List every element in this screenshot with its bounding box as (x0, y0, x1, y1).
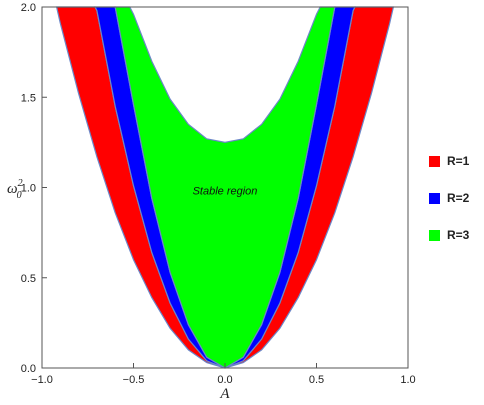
y-axis-label-base: ω (7, 181, 18, 197)
y-tick-label: 0.5 (21, 273, 36, 285)
stable-region-annotation: Stable region (193, 186, 258, 198)
legend-label-r1: R=1 (447, 154, 470, 168)
legend: R=1 R=2 R=3 (429, 152, 469, 263)
x-tick-label: 0.5 (309, 374, 324, 386)
y-axis-label-sup: 2 (18, 178, 23, 189)
y-tick-label: 2.0 (21, 2, 36, 14)
legend-item-r1: R=1 (429, 152, 469, 170)
legend-item-r3: R=3 (429, 226, 469, 244)
x-axis-ticks: −1.0 −0.5 0.0 0.5 1.0 (31, 363, 416, 386)
x-axis-label: A (219, 386, 230, 402)
stability-regions (55, 6, 395, 369)
x-tick-label: 1.0 (400, 374, 415, 386)
legend-swatch-r2 (429, 192, 440, 204)
y-axis-ticks: 0.0 0.5 1.0 1.5 2.0 (21, 2, 47, 375)
y-tick-label: 0.0 (21, 363, 36, 375)
x-tick-label: −1.0 (31, 374, 53, 386)
x-tick-label: 0.0 (217, 374, 232, 386)
y-tick-label: 1.5 (21, 92, 36, 104)
y-tick-label: 1.0 (21, 183, 36, 195)
legend-swatch-r3 (429, 229, 440, 241)
x-tick-label: −0.5 (123, 374, 145, 386)
legend-label-r3: R=3 (447, 228, 470, 242)
legend-label-r2: R=2 (447, 191, 470, 205)
legend-swatch-r1 (429, 155, 440, 167)
y-axis-label: ω2 0 (7, 178, 23, 201)
legend-item-r2: R=2 (429, 189, 469, 207)
y-axis-label-sub: 0 (17, 190, 22, 201)
